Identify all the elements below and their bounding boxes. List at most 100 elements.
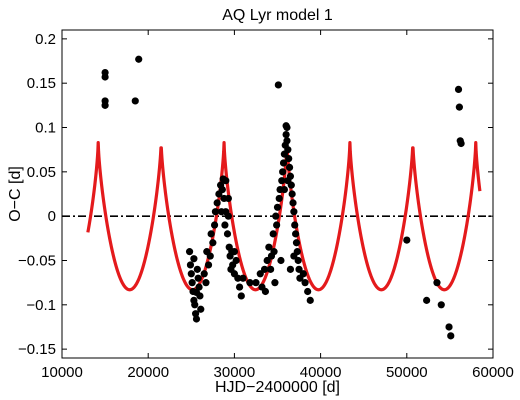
data-point [211, 208, 220, 216]
data-point [213, 199, 221, 207]
data-point [224, 194, 232, 203]
data-point [292, 230, 300, 238]
data-point [222, 177, 230, 185]
data-point [283, 137, 291, 145]
data-point [454, 85, 463, 93]
data-point [256, 270, 264, 278]
data-point [280, 185, 288, 194]
data-point [202, 279, 210, 287]
data-point [283, 123, 291, 132]
data-point [191, 301, 199, 309]
data-point [246, 279, 254, 287]
data-point [192, 288, 201, 296]
data-point [200, 270, 208, 278]
y-tick-label: 0.15 [27, 75, 56, 92]
data-point [263, 256, 271, 265]
data-point [195, 283, 203, 291]
data-point [423, 296, 431, 304]
data-point [284, 146, 292, 154]
data-point [232, 256, 240, 265]
data-point [267, 265, 275, 273]
data-point [445, 323, 453, 331]
data-point [218, 185, 226, 194]
x-tick-label: 30000 [214, 364, 256, 381]
y-tick-label: −0.05 [18, 252, 56, 269]
data-point [131, 97, 139, 105]
data-point [234, 274, 242, 282]
data-point [269, 230, 277, 238]
data-point [403, 236, 411, 244]
data-point [185, 248, 194, 256]
data-point [265, 243, 273, 251]
data-point [193, 265, 201, 273]
data-point [101, 101, 109, 109]
data-point [278, 177, 286, 185]
data-point [290, 208, 298, 216]
y-tick-label: 0.2 [35, 31, 56, 48]
x-tick-label: 40000 [300, 364, 342, 381]
data-point [301, 279, 309, 287]
data-point [295, 265, 303, 273]
data-point [291, 221, 299, 229]
data-point [282, 131, 290, 139]
x-axis-label: HJD−2400000 [d] [215, 379, 340, 396]
data-point [186, 261, 195, 269]
data-point [101, 73, 109, 81]
y-tick-label: 0 [48, 208, 56, 225]
data-point [188, 279, 196, 287]
data-point [447, 332, 455, 340]
plot-frame [61, 29, 494, 359]
data-point [273, 203, 282, 211]
data-point [290, 252, 298, 260]
x-tick-label: 10000 [41, 364, 83, 381]
data-point [433, 279, 441, 287]
data-point [252, 279, 260, 287]
data-point [227, 265, 235, 273]
data-point [272, 212, 280, 220]
data-point [270, 248, 278, 256]
plot-area [61, 29, 494, 359]
data-point [457, 139, 465, 148]
data-point [299, 270, 307, 278]
data-point [194, 274, 202, 282]
x-axis: 10000 20000 30000 40000 50000 60000 [41, 30, 514, 381]
data-point [279, 159, 288, 167]
data-point [279, 168, 287, 176]
y-axis: −0.15 −0.1 −0.05 0 0.05 0.1 0.15 0.2 [18, 31, 493, 358]
data-point [292, 239, 301, 247]
data-point [294, 256, 302, 265]
data-point [286, 265, 295, 273]
data-point [288, 190, 296, 198]
data-point [197, 305, 205, 313]
data-point [260, 265, 269, 273]
data-point [224, 212, 232, 220]
x-tick-label: 20000 [127, 364, 169, 381]
data-point [289, 199, 297, 207]
data-point [209, 239, 217, 247]
data-point [261, 287, 270, 296]
data-point [204, 261, 213, 269]
y-tick-label: −0.1 [26, 297, 56, 314]
data-point [221, 221, 229, 229]
data-point [235, 283, 244, 291]
chart-title: AQ Lyr model 1 [222, 7, 333, 24]
data-point [273, 221, 281, 229]
data-point [455, 103, 463, 111]
y-tick-label: 0.05 [27, 164, 56, 181]
data-point [192, 310, 200, 318]
data-point [210, 221, 219, 229]
data-point [285, 154, 293, 163]
data-point [437, 301, 445, 309]
data-point [239, 274, 247, 282]
data-point [275, 194, 283, 203]
y-tick-label: −0.15 [18, 341, 56, 358]
data-point [190, 255, 198, 263]
data-point [304, 287, 312, 296]
data-point [285, 163, 294, 172]
data-point [237, 292, 245, 300]
y-tick-label: 0.1 [35, 120, 56, 137]
data-point [223, 230, 232, 238]
data-point [187, 270, 195, 278]
y-axis-label: O−C [d] [7, 166, 24, 222]
